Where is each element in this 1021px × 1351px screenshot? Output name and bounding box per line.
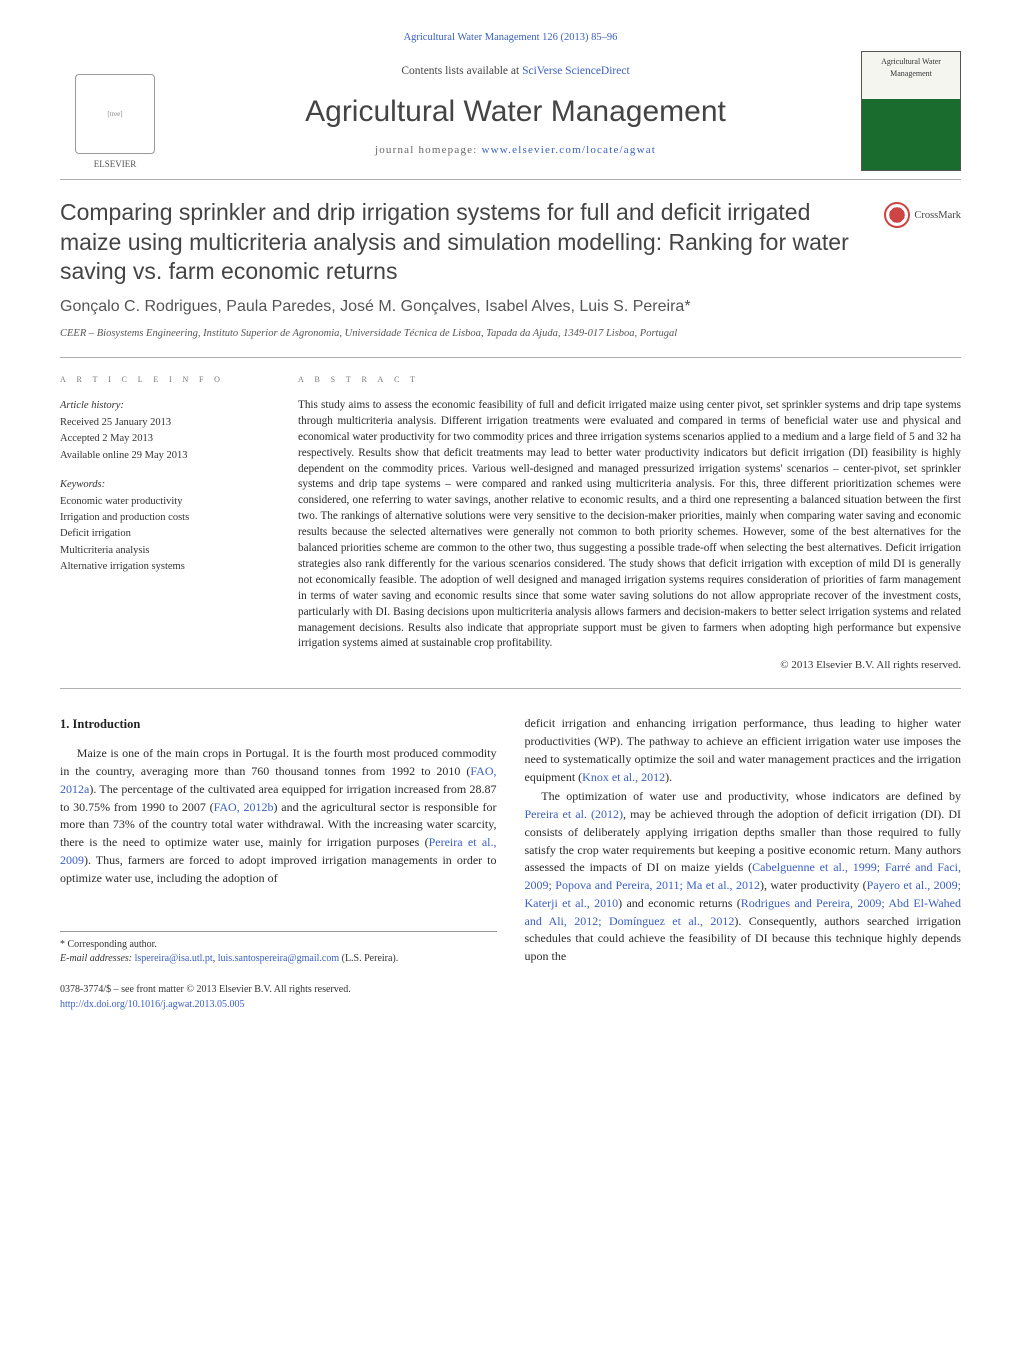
sciencedirect-link[interactable]: SciVerse ScienceDirect (522, 65, 630, 77)
journal-name: Agricultural Water Management (180, 90, 851, 134)
page-footer: 0378-3774/$ – see front matter © 2013 El… (60, 983, 497, 1012)
history-heading: Article history: (60, 398, 270, 413)
abstract-copyright: © 2013 Elsevier B.V. All rights reserved… (298, 658, 961, 674)
homepage-prefix: journal homepage: (375, 144, 482, 156)
rule-bottom (60, 688, 961, 689)
text: ). (665, 770, 672, 784)
keywords-block: Keywords: Economic water productivity Ir… (60, 477, 270, 574)
elsevier-tree-icon: [tree] (75, 74, 155, 154)
elsevier-label: ELSEVIER (94, 158, 137, 171)
keyword-item: Irrigation and production costs (60, 510, 270, 525)
doi-link[interactable]: http://dx.doi.org/10.1016/j.agwat.2013.0… (60, 999, 245, 1010)
email-link-2[interactable]: luis.santospereira@gmail.com (218, 953, 339, 964)
crossmark-badge[interactable]: CrossMark (884, 202, 961, 228)
history-received: Received 25 January 2013 (60, 415, 270, 430)
keyword-item: Economic water productivity (60, 494, 270, 509)
ref-link[interactable]: FAO, 2012b (214, 800, 274, 814)
history-accepted: Accepted 2 May 2013 (60, 431, 270, 446)
elsevier-logo: [tree] ELSEVIER (60, 51, 170, 171)
text: The optimization of water use and produc… (541, 789, 961, 803)
keyword-item: Multicriteria analysis (60, 543, 270, 558)
journal-cover-thumb: Agricultural Water Management (861, 51, 961, 171)
contents-prefix: Contents lists available at (401, 65, 522, 77)
ref-link[interactable]: Pereira et al. (2012) (525, 807, 624, 821)
authors: Gonçalo C. Rodrigues, Paula Paredes, Jos… (60, 295, 961, 318)
journal-header: [tree] ELSEVIER Contents lists available… (60, 51, 961, 180)
left-column: 1. Introduction Maize is one of the main… (60, 715, 497, 1012)
abstract-label: a b s t r a c t (298, 372, 961, 388)
cover-title: Agricultural Water Management (866, 56, 956, 79)
contents-line: Contents lists available at SciVerse Sci… (180, 63, 851, 80)
title-row: Comparing sprinkler and drip irrigation … (60, 198, 961, 286)
text: ) and economic returns ( (618, 896, 741, 910)
email-line: E-mail addresses: lspereira@isa.utl.pt, … (60, 952, 497, 966)
ref-link[interactable]: Knox et al., 2012 (582, 770, 665, 784)
article-info-col: a r t i c l e i n f o Article history: R… (60, 372, 270, 674)
keyword-item: Deficit irrigation (60, 526, 270, 541)
affiliation: CEER – Biosystems Engineering, Instituto… (60, 326, 961, 341)
corr-author: * Corresponding author. (60, 938, 497, 952)
header-center: Contents lists available at SciVerse Sci… (170, 63, 861, 159)
article-info-label: a r t i c l e i n f o (60, 372, 270, 388)
homepage-link[interactable]: www.elsevier.com/locate/agwat (481, 144, 656, 156)
intro-p3: The optimization of water use and produc… (525, 788, 962, 966)
footnotes: * Corresponding author. E-mail addresses… (60, 931, 497, 965)
body-columns: 1. Introduction Maize is one of the main… (60, 715, 961, 1012)
citation-link[interactable]: Agricultural Water Management 126 (2013)… (404, 32, 618, 43)
text: Maize is one of the main crops in Portug… (60, 746, 497, 778)
citation-header: Agricultural Water Management 126 (2013)… (60, 30, 961, 45)
front-matter-line: 0378-3774/$ – see front matter © 2013 El… (60, 983, 497, 998)
rule-top (60, 357, 961, 358)
intro-p1: Maize is one of the main crops in Portug… (60, 745, 497, 887)
text: ). Thus, farmers are forced to adopt imp… (60, 853, 497, 885)
text: ), water productivity ( (760, 878, 867, 892)
history-online: Available online 29 May 2013 (60, 448, 270, 463)
text: (L.S. Pereira). (339, 953, 398, 964)
crossmark-label: CrossMark (914, 208, 961, 223)
email-link-1[interactable]: lspereira@isa.utl.pt (135, 953, 213, 964)
right-column: deficit irrigation and enhancing irrigat… (525, 715, 962, 1012)
keyword-item: Alternative irrigation systems (60, 559, 270, 574)
abstract-text: This study aims to assess the economic f… (298, 398, 961, 653)
email-label: E-mail addresses: (60, 953, 135, 964)
keywords-heading: Keywords: (60, 477, 270, 492)
article-title: Comparing sprinkler and drip irrigation … (60, 198, 866, 286)
abstract-col: a b s t r a c t This study aims to asses… (298, 372, 961, 674)
homepage-line: journal homepage: www.elsevier.com/locat… (180, 143, 851, 159)
info-abstract-row: a r t i c l e i n f o Article history: R… (60, 372, 961, 674)
crossmark-icon (884, 202, 910, 228)
intro-heading: 1. Introduction (60, 715, 497, 733)
intro-p2: deficit irrigation and enhancing irrigat… (525, 715, 962, 786)
